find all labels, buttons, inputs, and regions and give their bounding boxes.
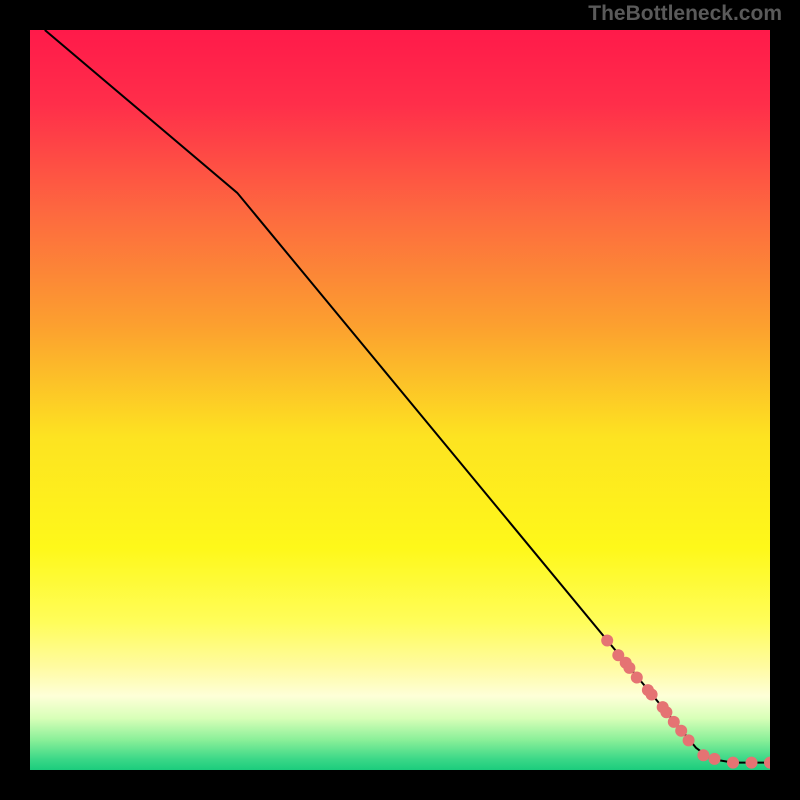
chart-plot-area	[30, 30, 770, 770]
chart-marker	[631, 672, 643, 684]
chart-marker	[727, 757, 739, 769]
chart-marker	[646, 689, 658, 701]
chart-marker	[709, 753, 721, 765]
chart-marker	[601, 635, 613, 647]
chart-marker	[623, 662, 635, 674]
chart-marker	[660, 706, 672, 718]
watermark-text: TheBottleneck.com	[588, 2, 782, 26]
chart-markers	[601, 635, 770, 769]
chart-line	[45, 30, 770, 763]
chart-marker	[764, 757, 770, 769]
chart-marker	[675, 725, 687, 737]
chart-overlay	[30, 30, 770, 770]
chart-marker	[746, 757, 758, 769]
chart-marker	[697, 749, 709, 761]
chart-marker	[683, 734, 695, 746]
